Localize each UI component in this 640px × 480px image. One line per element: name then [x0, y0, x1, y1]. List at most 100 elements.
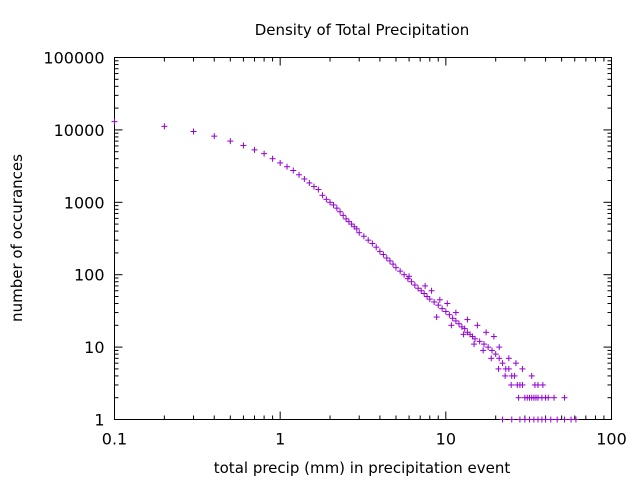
- data-point: [227, 138, 234, 145]
- data-point: [290, 167, 297, 174]
- data-point: [452, 317, 459, 324]
- data-point: [483, 329, 490, 336]
- plot-frame: [114, 57, 612, 420]
- y-tick-label: 100000: [43, 49, 104, 68]
- data-point: [545, 394, 552, 401]
- data-point: [296, 171, 303, 178]
- data-point: [505, 355, 512, 362]
- data-point: [499, 416, 506, 423]
- x-tick-label: 100: [596, 430, 627, 449]
- data-point: [408, 278, 415, 285]
- data-point: [488, 355, 495, 362]
- data-point: [360, 233, 367, 240]
- data-point: [496, 344, 503, 351]
- data-point: [435, 302, 442, 309]
- data-point: [471, 341, 478, 348]
- data-point: [505, 365, 512, 372]
- data-point: [310, 183, 317, 190]
- data-point: [446, 311, 453, 318]
- data-point: [561, 416, 568, 423]
- data-point: [240, 142, 247, 149]
- data-point: [380, 251, 387, 258]
- data-point: [301, 175, 308, 182]
- data-point: [401, 271, 408, 278]
- data-point: [474, 322, 481, 329]
- y-tick-label: 1: [94, 411, 104, 430]
- data-point: [315, 186, 322, 193]
- y-axis-label: number of occurances: [8, 154, 26, 322]
- y-tick-label: 10000: [54, 121, 105, 140]
- data-point: [448, 322, 455, 329]
- data-point: [161, 123, 168, 130]
- data-point: [392, 264, 399, 271]
- y-tick-label: 10: [84, 338, 104, 357]
- data-point: [439, 305, 446, 312]
- data-point: [340, 212, 347, 219]
- data-point: [476, 338, 483, 345]
- data-point: [431, 298, 438, 305]
- data-point: [485, 344, 492, 351]
- y-tick-label: 1000: [64, 193, 105, 212]
- data-point: [547, 416, 554, 423]
- data-point: [508, 416, 515, 423]
- data-point: [418, 287, 425, 294]
- data-point: [284, 163, 291, 170]
- x-tick-label: 0.1: [102, 430, 127, 449]
- data-point: [251, 146, 258, 153]
- y-tick-label: 100: [74, 266, 105, 285]
- data-point: [277, 159, 284, 166]
- data-point: [480, 347, 487, 354]
- data-point: [411, 282, 418, 289]
- data-point: [512, 360, 519, 367]
- data-point: [551, 394, 558, 401]
- data-point: [519, 365, 526, 372]
- x-axis-label: total precip (mm) in precipitation event: [214, 459, 511, 477]
- data-point: [386, 257, 393, 264]
- data-point: [365, 237, 372, 244]
- data-point: [433, 314, 440, 321]
- data-point: [421, 290, 428, 297]
- data-point: [455, 320, 462, 327]
- data-point: [369, 240, 376, 247]
- data-point: [383, 255, 390, 262]
- data-point: [415, 285, 422, 292]
- data-point: [424, 293, 431, 300]
- data-point: [327, 199, 334, 206]
- data-point: [495, 365, 502, 372]
- data-point: [511, 372, 518, 379]
- data-point: [333, 205, 340, 212]
- data-point: [390, 261, 397, 268]
- data-point: [428, 287, 435, 294]
- data-point: [337, 208, 344, 215]
- data-point: [348, 221, 355, 228]
- data-point: [561, 394, 568, 401]
- data-point: [519, 381, 526, 388]
- data-point: [426, 296, 433, 303]
- data-point: [452, 309, 459, 316]
- data-point: [502, 372, 509, 379]
- data-point: [461, 325, 468, 332]
- data-point: [554, 416, 561, 423]
- data-point: [442, 308, 449, 315]
- data-point: [449, 315, 456, 322]
- data-point: [373, 244, 380, 251]
- data-point: [406, 273, 413, 280]
- data-point: [472, 335, 479, 342]
- data-point: [397, 268, 404, 275]
- data-point: [356, 229, 363, 236]
- data-point: [111, 118, 118, 125]
- data-point: [323, 196, 330, 203]
- data-point: [464, 316, 471, 323]
- data-point: [319, 192, 326, 199]
- data-point: [542, 416, 549, 423]
- data-point: [261, 150, 268, 157]
- data-point: [460, 331, 467, 338]
- data-point: [353, 225, 360, 232]
- data-point: [489, 347, 496, 354]
- data-point: [515, 394, 522, 401]
- data-points: [111, 118, 579, 423]
- data-point: [343, 215, 350, 222]
- data-point: [496, 355, 503, 362]
